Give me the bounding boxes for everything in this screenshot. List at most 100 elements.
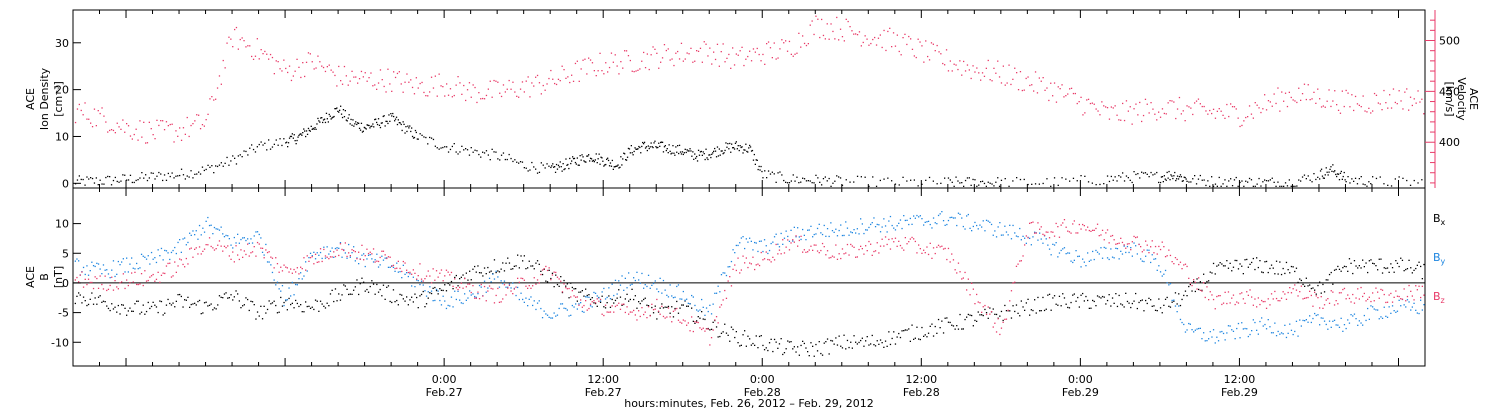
density-point — [603, 165, 605, 167]
by-point — [971, 230, 973, 232]
by-point — [830, 222, 832, 224]
bx-point — [1133, 300, 1135, 302]
bz-point — [460, 282, 462, 284]
bz-point — [425, 275, 428, 277]
density-point — [714, 147, 716, 150]
bz-point — [371, 253, 373, 255]
top-left-ylabel-line3: [cm⁻³] — [52, 81, 65, 117]
density-point — [409, 125, 411, 127]
by-point — [440, 304, 443, 306]
density-point — [1337, 173, 1340, 175]
bx-point — [1145, 299, 1147, 302]
bz-point — [1385, 301, 1387, 304]
density-point — [512, 160, 514, 163]
bx-point — [371, 280, 373, 282]
bx-point — [795, 351, 797, 353]
bz-point — [1353, 302, 1356, 304]
velocity-point — [955, 64, 957, 66]
velocity-point — [1258, 107, 1260, 109]
bz-point — [913, 238, 915, 240]
bz-point — [604, 304, 607, 306]
velocity-point — [777, 57, 779, 59]
density-point — [625, 159, 628, 161]
bz-point — [507, 287, 509, 289]
by-point — [783, 237, 786, 239]
by-point — [1333, 319, 1336, 321]
by-point — [1305, 319, 1307, 321]
bx-point — [596, 305, 598, 307]
density-point — [1294, 185, 1296, 187]
by-point — [510, 287, 512, 289]
velocity-point — [1271, 105, 1273, 107]
bz-point — [777, 253, 779, 255]
bz-point — [442, 280, 444, 282]
bz-point — [1401, 298, 1404, 300]
density-point — [366, 124, 368, 126]
density-point — [190, 170, 192, 172]
by-point — [472, 293, 474, 295]
density-point — [1319, 170, 1322, 172]
by-point — [681, 298, 683, 300]
bz-point — [657, 310, 660, 312]
by-point — [1246, 328, 1248, 330]
bx-point — [255, 318, 257, 320]
bz-point — [603, 314, 605, 317]
by-point — [439, 299, 441, 302]
bz-point — [469, 283, 471, 285]
bottom-panel-points — [74, 211, 1425, 357]
bx-point — [535, 262, 537, 264]
bx-point — [361, 277, 363, 279]
bx-point — [944, 317, 946, 319]
bz-point — [874, 250, 877, 252]
by-point — [1234, 338, 1236, 340]
bz-point — [334, 255, 337, 258]
by-point — [409, 273, 411, 275]
bx-point — [482, 275, 484, 277]
density-point — [352, 119, 354, 121]
velocity-point — [218, 75, 221, 77]
density-point — [1271, 177, 1273, 179]
bx-point — [720, 332, 723, 334]
bz-point — [129, 282, 131, 284]
velocity-point — [1019, 71, 1022, 73]
bz-point — [1295, 289, 1298, 291]
by-point — [889, 215, 892, 218]
bz-point — [1209, 291, 1211, 293]
velocity-point — [745, 58, 747, 60]
bx-point — [952, 325, 955, 327]
bz-point — [1274, 290, 1276, 293]
density-point — [1167, 177, 1169, 179]
by-point — [1053, 244, 1056, 246]
bz-point — [1292, 288, 1294, 290]
by-point — [217, 228, 219, 230]
velocity-point — [162, 120, 164, 122]
bx-point — [1161, 312, 1163, 314]
density-point — [1281, 185, 1283, 187]
velocity-point — [995, 72, 997, 74]
bx-point — [1239, 263, 1241, 265]
by-point — [1222, 332, 1225, 335]
velocity-point — [182, 127, 185, 129]
by-point — [1045, 238, 1047, 240]
density-point — [1118, 175, 1120, 177]
by-point — [614, 279, 617, 281]
velocity-point — [1065, 95, 1067, 97]
by-point — [1082, 258, 1084, 260]
bz-point — [714, 319, 716, 321]
by-point — [354, 260, 356, 262]
density-point — [662, 151, 665, 153]
velocity-point — [461, 93, 463, 95]
bz-point — [266, 251, 269, 254]
bz-point — [394, 267, 396, 270]
by-point — [91, 261, 93, 263]
velocity-point — [1025, 77, 1027, 80]
by-point — [1272, 332, 1274, 334]
by-point — [240, 238, 242, 241]
density-point — [771, 171, 773, 173]
density-point — [724, 149, 726, 152]
bz-point — [1105, 232, 1107, 234]
velocity-point — [137, 139, 139, 141]
density-point — [154, 178, 156, 180]
velocity-point — [1176, 108, 1179, 110]
bx-point — [250, 300, 252, 302]
